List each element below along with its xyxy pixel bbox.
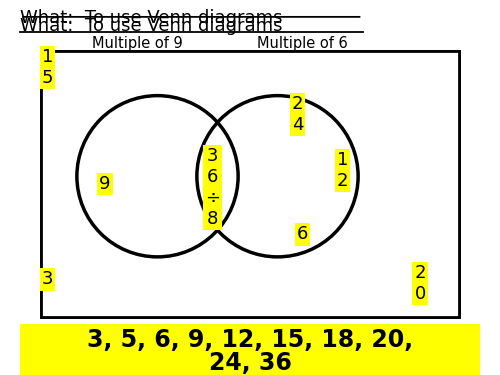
Text: 6: 6 xyxy=(297,225,308,243)
Bar xyxy=(41,51,459,317)
Text: 1
5: 1 5 xyxy=(42,48,53,87)
Text: Multiple of 9: Multiple of 9 xyxy=(92,36,183,51)
Text: 2
4: 2 4 xyxy=(292,95,303,134)
Text: 1
2: 1 2 xyxy=(337,151,348,190)
Text: 24, 36: 24, 36 xyxy=(208,351,292,375)
Text: 3, 5, 6, 9, 12, 15, 18, 20,: 3, 5, 6, 9, 12, 15, 18, 20, xyxy=(87,328,413,352)
Text: 3: 3 xyxy=(42,270,53,288)
Bar xyxy=(20,324,480,375)
Bar xyxy=(41,51,459,317)
Text: What:  To use Venn diagrams: What: To use Venn diagrams xyxy=(20,17,282,35)
Text: Multiple of 6: Multiple of 6 xyxy=(257,36,348,51)
Text: 9: 9 xyxy=(99,175,111,193)
Text: What:  To use Venn diagrams: What: To use Venn diagrams xyxy=(20,9,282,27)
Text: 3
6
÷
8: 3 6 ÷ 8 xyxy=(205,147,220,228)
Text: 2
0: 2 0 xyxy=(414,264,426,303)
